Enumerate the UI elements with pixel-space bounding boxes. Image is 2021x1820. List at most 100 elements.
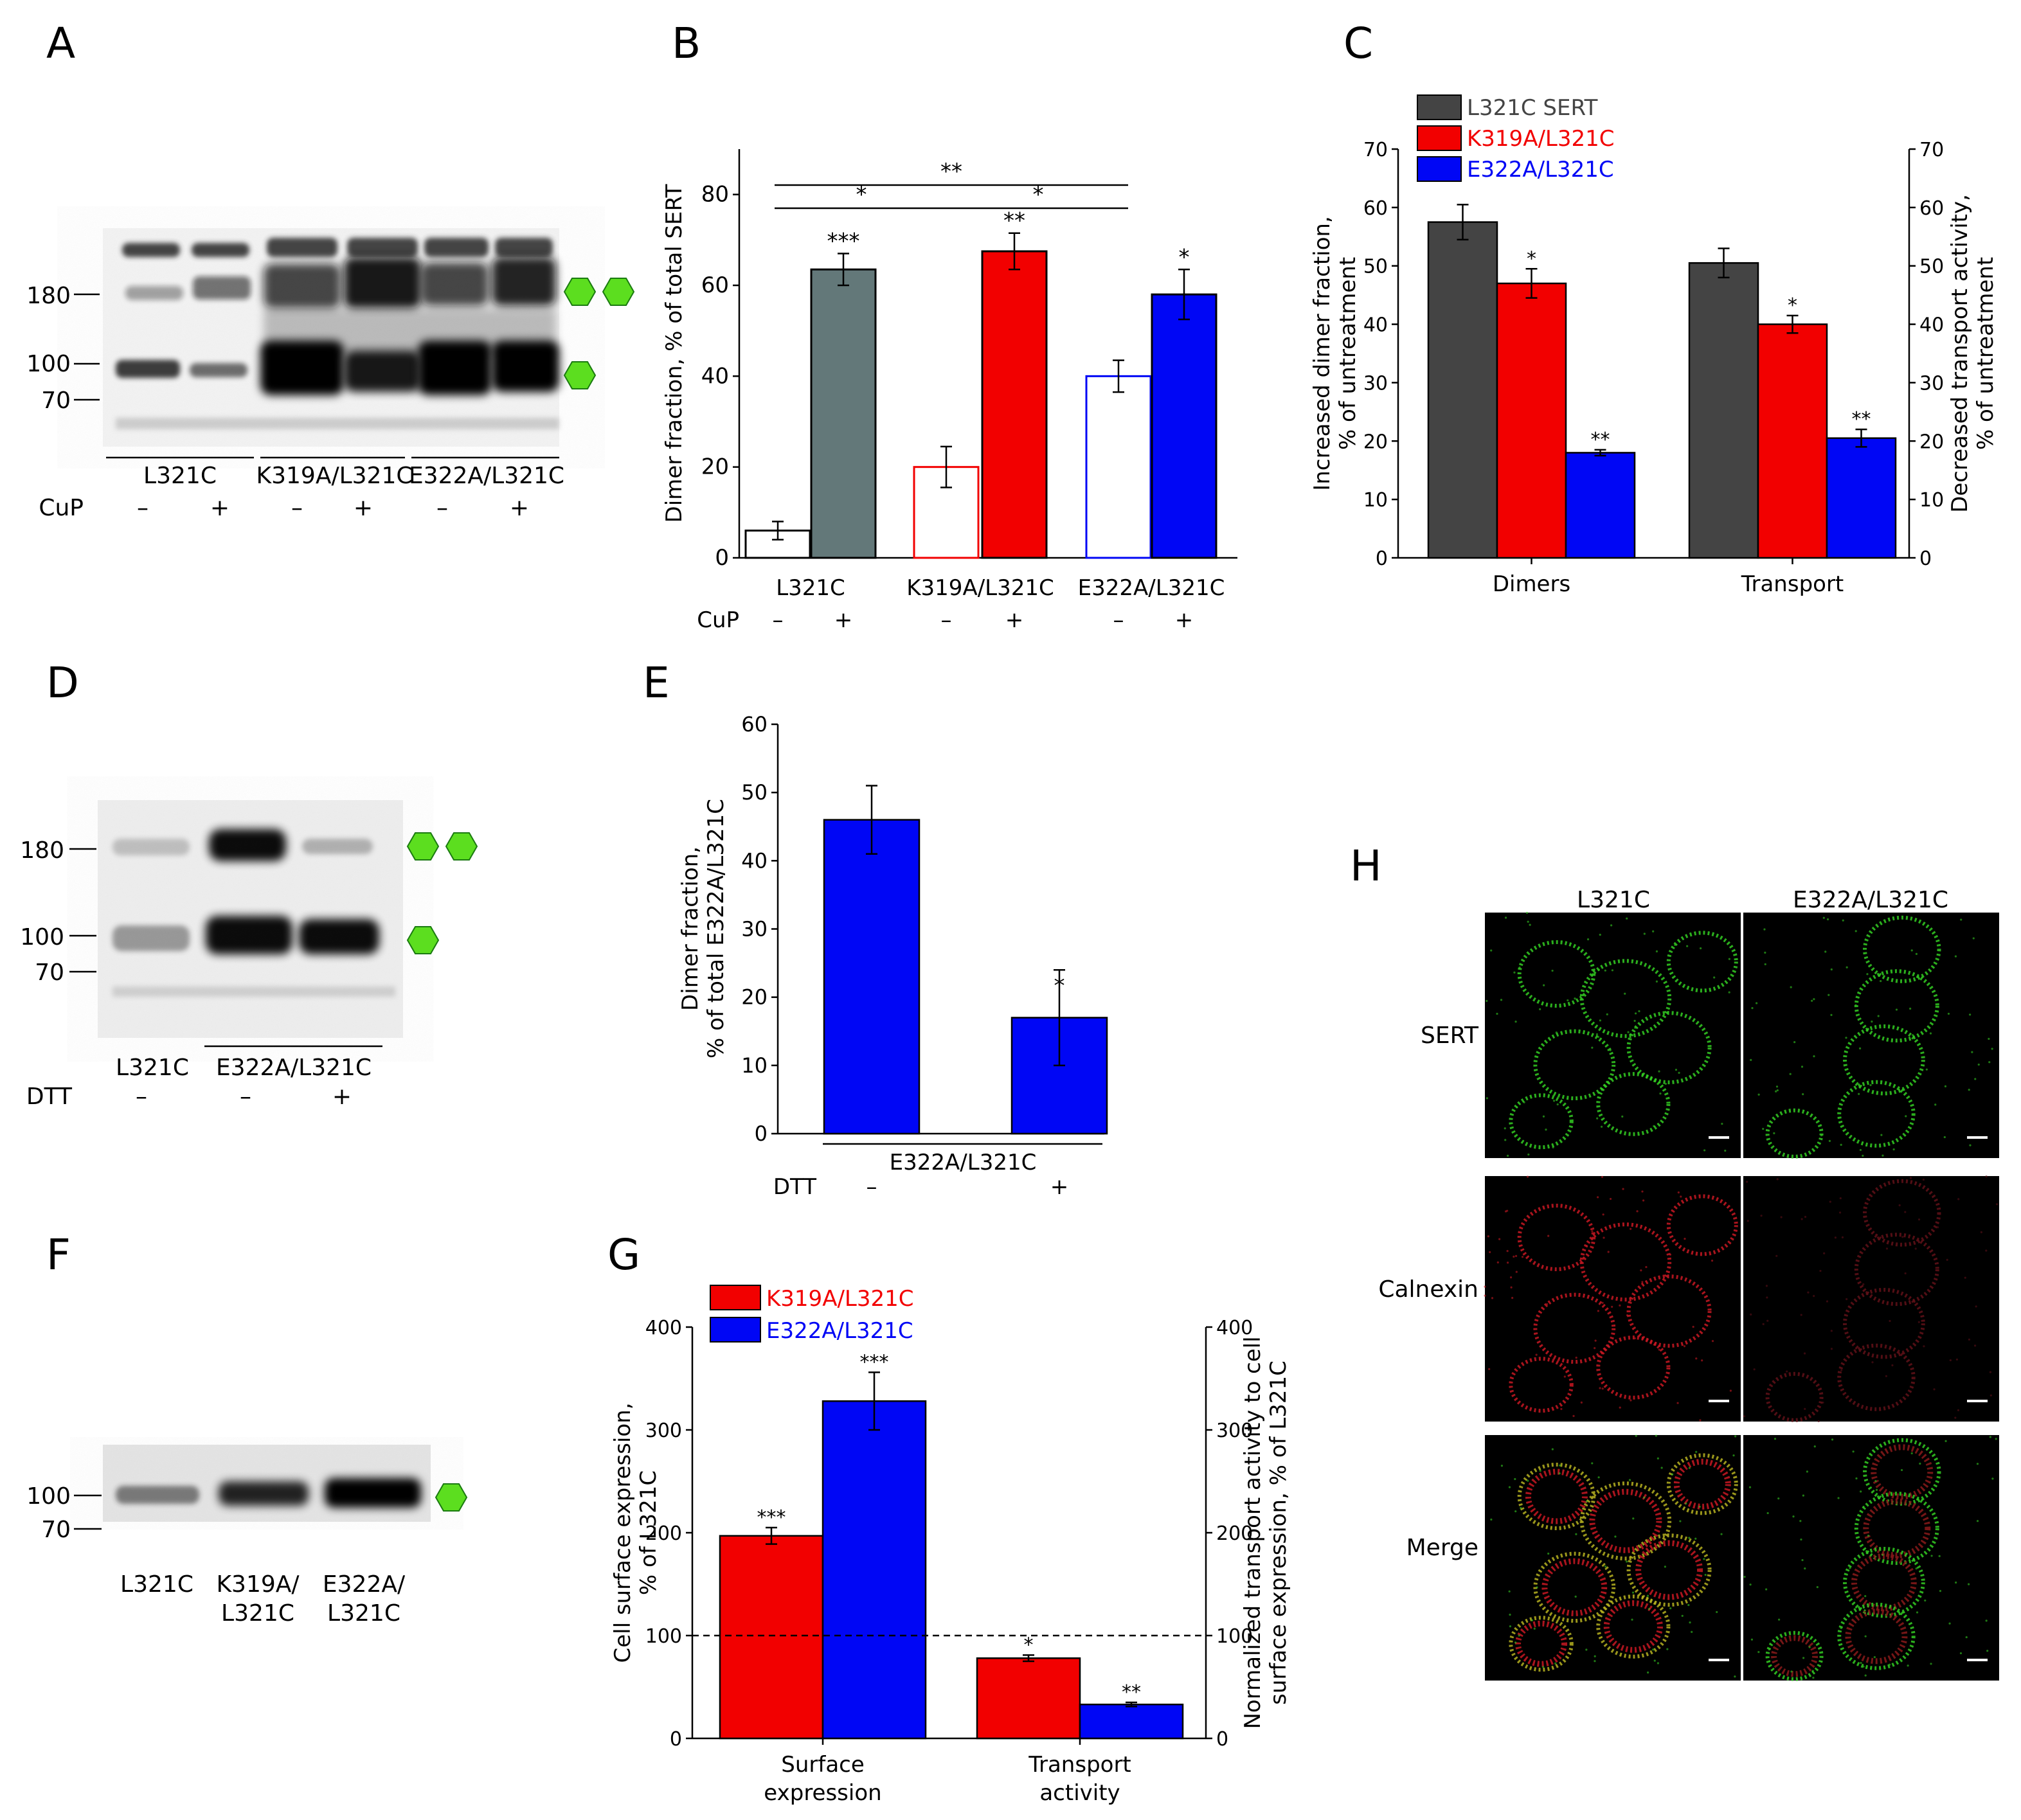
noise-speck: [1862, 1665, 1865, 1668]
noise-speck: [1801, 1066, 1804, 1068]
y-tick-label: 200: [645, 1522, 682, 1545]
legend-label: E322A/L321C: [1467, 157, 1614, 183]
micrograph: [1743, 913, 1999, 1158]
noise-speck: [1900, 1468, 1903, 1472]
noise-speck: [1873, 1656, 1876, 1659]
noise-speck: [1630, 1399, 1632, 1402]
blot-a-treatment: –: [137, 495, 148, 521]
significance-label: ***: [757, 1506, 786, 1529]
imaging-row-label: SERT: [1421, 1022, 1479, 1049]
noise-speck: [1773, 1132, 1775, 1135]
noise-speck: [1655, 980, 1658, 983]
noise-speck: [1626, 1314, 1629, 1317]
noise-speck: [1664, 1082, 1667, 1085]
cell-outline: [1845, 1609, 1908, 1664]
noise-speck: [1539, 1008, 1541, 1010]
noise-speck: [1504, 1127, 1506, 1130]
noise-speck: [1822, 1401, 1824, 1404]
noise-speck: [1597, 1476, 1600, 1479]
x-group-label: E322A/L321C: [1078, 575, 1225, 601]
noise-speck: [1846, 966, 1848, 968]
noise-speck: [1803, 1352, 1806, 1355]
noise-speck: [1628, 1479, 1631, 1481]
noise-speck: [1915, 1567, 1918, 1570]
noise-speck: [1597, 1035, 1599, 1039]
noise-speck: [1885, 1247, 1889, 1250]
noise-speck: [1703, 1558, 1705, 1560]
cell-outline: [1863, 1438, 1941, 1506]
cell-outline: [1666, 1194, 1738, 1256]
noise-speck: [1645, 1265, 1648, 1269]
panel-label-d: D: [46, 658, 79, 708]
cell-outline: [1837, 1080, 1916, 1148]
noise-speck: [1995, 1438, 1997, 1440]
legend-swatch: [710, 1317, 761, 1343]
noise-speck: [1692, 1326, 1694, 1328]
marker-180: 180: [20, 837, 64, 864]
imaging-row-label: Merge: [1406, 1535, 1478, 1561]
noise-speck: [1585, 1500, 1588, 1503]
cell-outline: [1765, 1108, 1824, 1159]
significance-label: *: [1054, 973, 1065, 999]
cell-outline: [1837, 1343, 1916, 1411]
western-blot-a: [103, 228, 559, 447]
noise-speck: [1889, 1319, 1891, 1323]
significance-label: **: [1122, 1681, 1141, 1704]
noise-speck: [1960, 918, 1963, 921]
noise-speck: [1875, 1488, 1878, 1491]
y2-axis-label: Normalized transport activity to cellsur…: [1240, 1336, 1291, 1729]
noise-speck: [1834, 1236, 1837, 1239]
noise-speck: [1574, 997, 1576, 1000]
y-tick-label: 40: [701, 363, 729, 389]
noise-speck: [1764, 951, 1766, 954]
noise-speck: [1643, 1496, 1646, 1499]
noise-speck: [1643, 932, 1646, 935]
noise-speck: [1976, 1520, 1979, 1522]
noise-speck: [1985, 1175, 1988, 1178]
cell-outline: [1854, 1233, 1939, 1307]
noise-speck: [1907, 1664, 1909, 1667]
noise-speck: [1944, 1085, 1947, 1087]
bar: [1826, 437, 1897, 559]
noise-speck: [1638, 1010, 1640, 1013]
cell-outline: [1765, 1371, 1824, 1422]
bar: [1079, 1703, 1184, 1740]
noise-speck: [1514, 1477, 1516, 1481]
noise-speck: [1840, 1627, 1842, 1630]
noise-speck: [1585, 1648, 1588, 1651]
cell-outline: [1517, 1204, 1596, 1271]
cell-outline: [1626, 1011, 1712, 1085]
chart-b: 0 20 40 60 80 Dimer fraction, % of total SERT…: [661, 149, 1237, 633]
noise-speck: [1822, 916, 1825, 919]
noise-speck: [1541, 1666, 1545, 1668]
noise-speck: [1490, 1518, 1493, 1521]
noise-speck: [1826, 1300, 1829, 1303]
noise-speck: [1954, 955, 1957, 958]
noise-speck: [1713, 976, 1716, 979]
noise-speck: [1901, 1236, 1904, 1238]
blot-a-treatment-label: CuP: [39, 495, 84, 521]
noise-speck: [1929, 1032, 1932, 1035]
noise-speck: [1837, 1497, 1840, 1499]
noise-speck: [1840, 1143, 1842, 1146]
noise-speck: [1603, 1236, 1605, 1239]
blot-d-treatment: +: [332, 1084, 352, 1110]
noise-speck: [1959, 1652, 1963, 1655]
noise-speck: [1831, 1438, 1834, 1441]
noise-speck: [1933, 1388, 1936, 1391]
noise-speck: [1486, 999, 1488, 1003]
noise-speck: [1804, 1407, 1806, 1411]
cell-outline: [1596, 1594, 1671, 1659]
noise-speck: [1750, 1638, 1754, 1641]
noise-speck: [1732, 1454, 1735, 1457]
noise-speck: [1808, 1646, 1811, 1648]
noise-speck: [1687, 1603, 1690, 1607]
noise-speck: [1553, 1100, 1556, 1102]
y-tick-label: 60: [701, 272, 729, 298]
noise-speck: [1988, 1061, 1991, 1064]
noise-speck: [1864, 1674, 1867, 1677]
noise-speck: [1518, 1634, 1520, 1637]
marker-100: 100: [26, 1483, 71, 1510]
noise-speck: [1484, 1294, 1486, 1297]
noise-speck: [1776, 1089, 1779, 1092]
